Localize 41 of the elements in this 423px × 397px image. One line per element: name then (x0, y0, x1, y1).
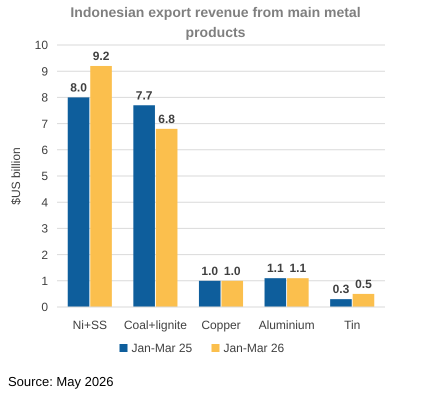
bar (287, 278, 309, 307)
bar (198, 280, 221, 307)
data-label: 9.2 (92, 48, 110, 63)
y-tick-label: 3 (41, 222, 48, 236)
data-label: 0.3 (332, 282, 350, 296)
y-tick-label: 1 (41, 274, 48, 288)
x-tick-label: Coal+lignite (124, 318, 188, 332)
data-label: 0.5 (355, 276, 372, 291)
y-tick-label: 2 (41, 248, 48, 262)
legend-label: Jan-Mar 26 (224, 341, 285, 355)
data-label: 1.1 (267, 261, 284, 276)
source-note: Source: May 2026 (8, 374, 114, 389)
bar (330, 299, 352, 307)
data-label: 8.0 (70, 80, 88, 94)
y-tick-label: 4 (41, 195, 48, 210)
data-label: 1.0 (201, 264, 218, 278)
bar (156, 128, 178, 307)
y-tick-label: 9 (41, 64, 48, 78)
bar (221, 280, 244, 307)
y-tick-label: 0 (41, 300, 48, 314)
y-axis-title: $US billion (9, 147, 23, 205)
bar (264, 278, 286, 307)
bar (352, 294, 374, 307)
bar (133, 105, 155, 307)
y-tick-label: 8 (41, 90, 48, 105)
x-tick-label: Tin (344, 318, 360, 332)
legend-label: Jan-Mar 25 (132, 341, 193, 355)
y-tick-label: 5 (41, 169, 48, 184)
chart-title: Indonesian export revenue from main metal products (70, 4, 361, 40)
data-label: 1.0 (224, 264, 241, 278)
data-label: 7.7 (136, 88, 153, 102)
y-tick-label: 7 (41, 116, 48, 131)
x-tick-label: Aluminium (258, 318, 315, 332)
bar (90, 66, 112, 307)
bar (68, 97, 90, 307)
y-tick-label: 6 (41, 143, 48, 157)
data-label: 1.1 (290, 261, 307, 276)
data-label: 6.8 (158, 112, 176, 126)
y-tick-label: 10 (34, 38, 48, 52)
x-tick-label: Copper (201, 318, 241, 332)
x-tick-label: Ni+SS (72, 318, 107, 332)
